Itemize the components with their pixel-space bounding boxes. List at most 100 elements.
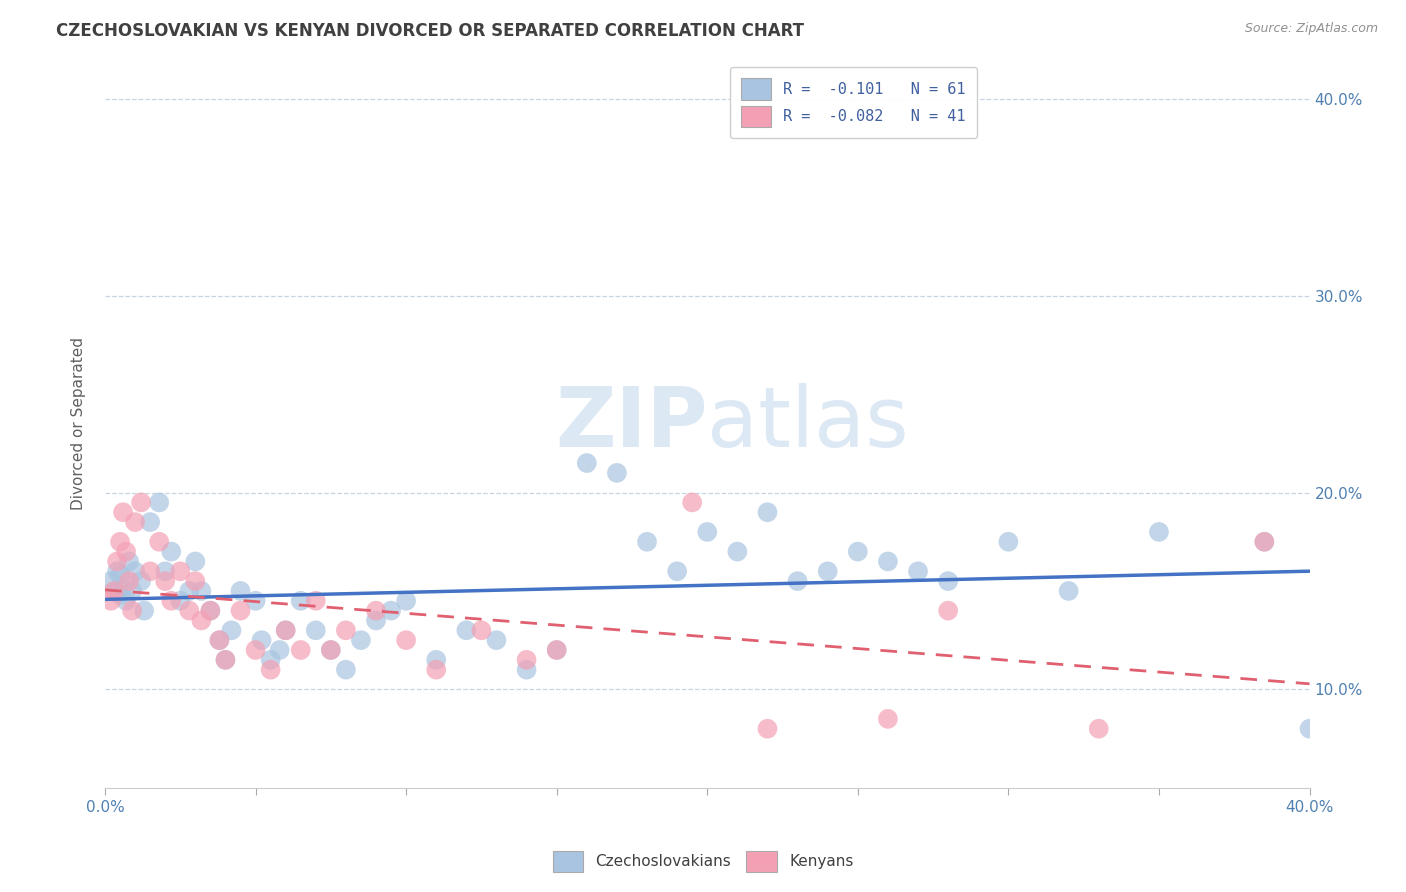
Point	[997, 534, 1019, 549]
Point	[696, 524, 718, 539]
Point	[274, 624, 297, 638]
Point	[756, 722, 779, 736]
Point	[169, 594, 191, 608]
Text: Source: ZipAtlas.com: Source: ZipAtlas.com	[1244, 22, 1378, 36]
Point	[606, 466, 628, 480]
Point	[139, 564, 162, 578]
Point	[907, 564, 929, 578]
Point	[575, 456, 598, 470]
Point	[725, 544, 748, 558]
Point	[160, 594, 183, 608]
Point	[877, 712, 900, 726]
Point	[456, 624, 478, 638]
Point	[148, 495, 170, 509]
Point	[485, 633, 508, 648]
Point	[1253, 534, 1275, 549]
Point	[425, 653, 447, 667]
Point	[118, 574, 141, 588]
Point	[160, 544, 183, 558]
Point	[179, 604, 201, 618]
Point	[148, 534, 170, 549]
Point	[335, 624, 357, 638]
Point	[1087, 722, 1109, 736]
Point	[155, 574, 177, 588]
Point	[184, 574, 207, 588]
Point	[259, 653, 281, 667]
Text: CZECHOSLOVAKIAN VS KENYAN DIVORCED OR SEPARATED CORRELATION CHART: CZECHOSLOVAKIAN VS KENYAN DIVORCED OR SE…	[56, 22, 804, 40]
Point	[124, 515, 146, 529]
Point	[290, 643, 312, 657]
Point	[208, 633, 231, 648]
Point	[245, 643, 267, 657]
Point	[103, 584, 125, 599]
Point	[936, 604, 959, 618]
Point	[1147, 524, 1170, 539]
Legend: R =  -0.101   N = 61, R =  -0.082   N = 41: R = -0.101 N = 61, R = -0.082 N = 41	[730, 67, 977, 138]
Point	[936, 574, 959, 588]
Point	[546, 643, 568, 657]
Point	[121, 604, 143, 618]
Point	[115, 594, 138, 608]
Text: ZIP: ZIP	[555, 384, 707, 464]
Point	[817, 564, 839, 578]
Point	[208, 633, 231, 648]
Point	[364, 604, 387, 618]
Point	[666, 564, 689, 578]
Point	[100, 594, 122, 608]
Point	[100, 574, 122, 588]
Point	[105, 564, 128, 578]
Point	[269, 643, 291, 657]
Point	[305, 594, 328, 608]
Point	[319, 643, 342, 657]
Point	[380, 604, 402, 618]
Point	[786, 574, 808, 588]
Legend: Czechoslovakians, Kenyans: Czechoslovakians, Kenyans	[546, 843, 860, 880]
Point	[112, 505, 135, 519]
Point	[214, 653, 236, 667]
Point	[169, 564, 191, 578]
Point	[756, 505, 779, 519]
Point	[184, 554, 207, 568]
Point	[877, 554, 900, 568]
Point	[516, 663, 538, 677]
Point	[108, 588, 131, 602]
Point	[124, 564, 146, 578]
Point	[546, 643, 568, 657]
Point	[190, 614, 212, 628]
Point	[129, 495, 152, 509]
Point	[190, 584, 212, 599]
Point	[108, 568, 131, 582]
Point	[274, 624, 297, 638]
Point	[121, 584, 143, 599]
Point	[1253, 534, 1275, 549]
Point	[245, 594, 267, 608]
Point	[214, 653, 236, 667]
Point	[139, 515, 162, 529]
Point	[395, 633, 418, 648]
Point	[1298, 722, 1320, 736]
Point	[364, 614, 387, 628]
Point	[229, 604, 252, 618]
Text: atlas: atlas	[707, 384, 910, 464]
Point	[305, 624, 328, 638]
Point	[1057, 584, 1080, 599]
Point	[118, 554, 141, 568]
Point	[250, 633, 273, 648]
Point	[395, 594, 418, 608]
Point	[155, 564, 177, 578]
Point	[335, 663, 357, 677]
Point	[221, 624, 243, 638]
Point	[108, 534, 131, 549]
Point	[350, 633, 373, 648]
Point	[129, 574, 152, 588]
Point	[846, 544, 869, 558]
Point	[229, 584, 252, 599]
Point	[681, 495, 703, 509]
Point	[470, 624, 492, 638]
Point	[103, 584, 125, 599]
Point	[319, 643, 342, 657]
Point	[636, 534, 658, 549]
Point	[290, 594, 312, 608]
Point	[259, 663, 281, 677]
Point	[200, 604, 222, 618]
